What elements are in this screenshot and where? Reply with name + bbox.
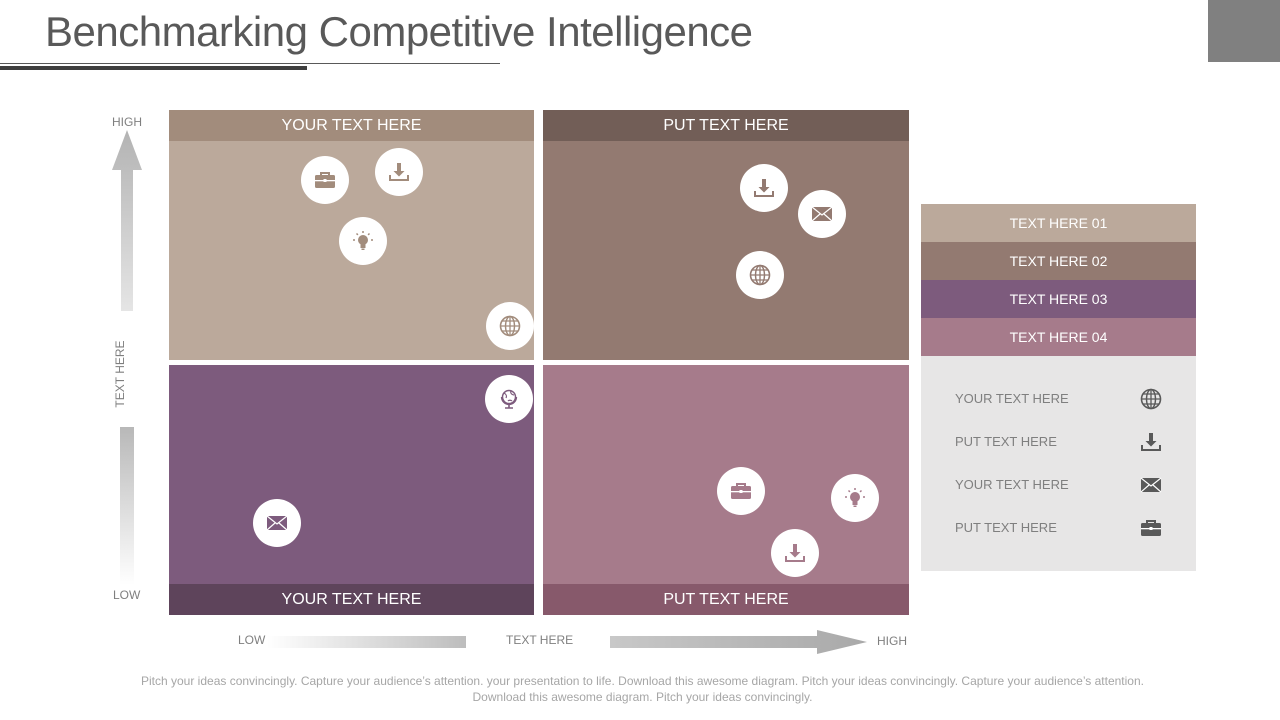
- legend-item-02: TEXT HERE 02: [921, 242, 1196, 280]
- legend-item-01: TEXT HERE 01: [921, 204, 1196, 242]
- envelope-icon: [253, 499, 301, 547]
- x-axis-low-label: LOW: [238, 633, 266, 647]
- quadrant-bottom-right: PUT TEXT HERE: [543, 365, 909, 615]
- quadrant-bottom-left: YOUR TEXT HERE: [169, 365, 534, 615]
- y-axis-up-arrow: [112, 130, 142, 311]
- legend-row-label: YOUR TEXT HERE: [955, 391, 1069, 406]
- globe-icon: [1139, 387, 1163, 411]
- envelope-icon: [798, 190, 846, 238]
- lightbulb-icon: [339, 217, 387, 265]
- y-axis-lower-bar: [120, 427, 134, 585]
- quadrant-top-left: YOUR TEXT HERE: [169, 110, 534, 360]
- y-axis-label: TEXT HERE: [113, 340, 127, 408]
- corner-decoration: [1208, 0, 1280, 62]
- lightbulb-icon: [831, 474, 879, 522]
- page-title: Benchmarking Competitive Intelligence: [45, 8, 753, 55]
- quadrant-bottom-left-header: YOUR TEXT HERE: [169, 584, 534, 615]
- globe-icon: [736, 251, 784, 299]
- legend-panel: YOUR TEXT HERE PUT TEXT HERE YOUR TEXT H…: [921, 356, 1196, 571]
- title-underline-accent: [0, 66, 307, 70]
- envelope-icon: [1139, 473, 1163, 497]
- globe-icon: [486, 302, 534, 350]
- x-axis-label: TEXT HERE: [506, 633, 574, 647]
- legend-row-label: PUT TEXT HERE: [955, 434, 1057, 449]
- x-axis-high-label: HIGH: [877, 634, 907, 648]
- download-icon: [1139, 430, 1163, 454]
- quadrant-top-right: PUT TEXT HERE: [543, 110, 909, 360]
- legend-row-label: PUT TEXT HERE: [955, 520, 1057, 535]
- legend-item-04: TEXT HERE 04: [921, 318, 1196, 356]
- y-axis-high-label: HIGH: [112, 115, 142, 129]
- legend-item-03: TEXT HERE 03: [921, 280, 1196, 318]
- title-underline: [0, 63, 500, 64]
- x-axis-right-arrow: [610, 630, 867, 654]
- globe-stand-icon: [485, 375, 533, 423]
- quadrant-top-left-header: YOUR TEXT HERE: [169, 110, 534, 141]
- quadrant-bottom-right-header: PUT TEXT HERE: [543, 584, 909, 615]
- briefcase-icon: [301, 156, 349, 204]
- download-icon: [740, 164, 788, 212]
- download-icon: [375, 148, 423, 196]
- briefcase-icon: [1139, 516, 1163, 540]
- quadrant-top-right-header: PUT TEXT HERE: [543, 110, 909, 141]
- briefcase-icon: [717, 467, 765, 515]
- y-axis-low-label: LOW: [113, 588, 141, 602]
- download-icon: [771, 529, 819, 577]
- x-axis-left-bar: [267, 636, 466, 648]
- footer-text: Pitch your ideas convincingly. Capture y…: [140, 674, 1144, 704]
- legend-row-label: YOUR TEXT HERE: [955, 477, 1069, 492]
